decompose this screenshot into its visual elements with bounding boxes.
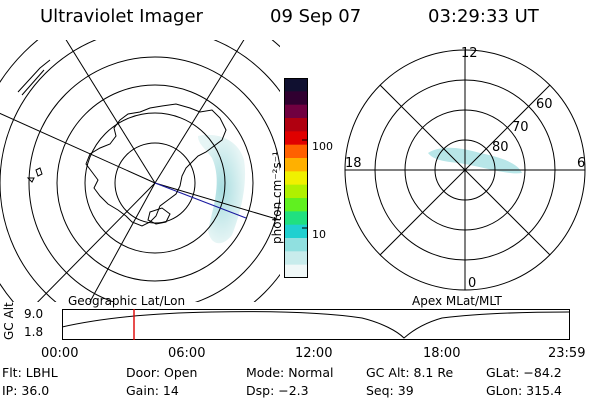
colorbar-band <box>284 78 308 92</box>
info-flt: Flt: LBHL <box>2 365 58 380</box>
strip-ytick-1-8: 1.8 <box>24 325 44 339</box>
colorbar-band <box>284 158 308 172</box>
geographic-map <box>0 40 280 302</box>
time-tick-0000: 00:00 <box>41 346 79 361</box>
ice-shelf-outline <box>147 207 171 225</box>
info-gain: Gain: 14 <box>126 383 179 398</box>
colorbar-band <box>284 238 308 252</box>
info-dsp: Dsp: −2.3 <box>246 383 309 398</box>
colorbar-band <box>284 104 308 119</box>
sun-direction-line <box>154 182 247 219</box>
apex-title: Apex MLat/MLT <box>412 294 502 308</box>
colorbar-band <box>284 198 308 212</box>
info-seq: Seq: 39 <box>366 383 414 398</box>
altitude-curve <box>62 311 570 339</box>
colorbar-band <box>284 131 308 146</box>
time-tick-0600: 06:00 <box>168 346 206 361</box>
colorbar-band <box>284 171 308 186</box>
info-glon: GLon: 315.4 <box>486 383 562 398</box>
colorbar-band <box>284 224 308 239</box>
intensity-colorbar <box>284 78 308 278</box>
info-glat: GLat: −84.2 <box>486 365 562 380</box>
islands-outline <box>26 167 43 183</box>
colorbar-tick-10: 10 <box>312 228 326 241</box>
info-gc-alt: GC Alt: 8.1 Re <box>366 365 454 380</box>
colorbar-tick-100: 100 <box>312 140 333 153</box>
magnetic-polar-plot <box>344 49 586 291</box>
colorbar-band <box>284 91 308 106</box>
mlt-spokes <box>345 50 585 290</box>
time-tick-1800: 18:00 <box>423 346 461 361</box>
mlat-label-70: 70 <box>512 120 529 135</box>
strip-ytick-9: 9.0 <box>24 307 44 321</box>
imager-title: Ultraviolet Imager <box>40 6 203 27</box>
info-mode: Mode: Normal <box>246 365 334 380</box>
mlt-label-6: 6 <box>577 156 586 171</box>
colorbar-band <box>284 118 308 132</box>
mlt-label-18: 18 <box>345 156 362 171</box>
mlat-label-60: 60 <box>536 97 553 112</box>
colorbar-band <box>284 211 308 226</box>
info-door: Door: Open <box>126 365 198 380</box>
mlt-label-12: 12 <box>461 46 478 61</box>
time-tick-1200: 12:00 <box>295 346 333 361</box>
aurora-emission <box>198 134 246 244</box>
altitude-strip <box>62 309 570 340</box>
colorbar-band <box>284 144 308 159</box>
colorbar-band <box>284 264 308 278</box>
date-label: 09 Sep 07 <box>270 6 362 27</box>
colorbar-band <box>284 184 308 199</box>
mlt-label-0: 0 <box>468 276 477 291</box>
colorbar-band <box>284 251 308 266</box>
time-label: 03:29:33 UT <box>428 6 539 27</box>
colorbar-unit-label: photon cm⁻²s⁻¹ <box>270 151 284 244</box>
antarctica-coastline <box>85 103 227 227</box>
info-ip: IP: 36.0 <box>2 383 50 398</box>
geographic-title: Geographic Lat/Lon <box>68 294 186 308</box>
mlat-label-80: 80 <box>492 140 509 155</box>
meridian-lines <box>0 40 280 302</box>
gc-alt-axis-label: GC Alt <box>2 302 16 340</box>
time-tick-2359: 23:59 <box>548 346 586 361</box>
